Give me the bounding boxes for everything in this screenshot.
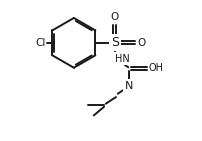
Text: N: N bbox=[124, 81, 133, 91]
Text: HN: HN bbox=[115, 54, 129, 64]
Text: Cl: Cl bbox=[36, 38, 46, 48]
Text: O: O bbox=[110, 12, 118, 22]
Text: O: O bbox=[137, 38, 145, 48]
Text: OH: OH bbox=[148, 63, 163, 73]
Text: S: S bbox=[110, 36, 118, 49]
